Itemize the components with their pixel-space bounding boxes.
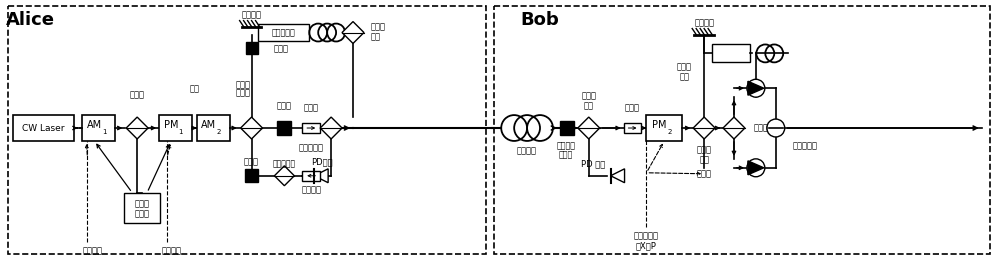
Polygon shape bbox=[693, 117, 715, 139]
Text: 动态偏振: 动态偏振 bbox=[556, 141, 575, 150]
Polygon shape bbox=[578, 117, 600, 139]
Text: AM: AM bbox=[201, 120, 216, 130]
Text: 2: 2 bbox=[217, 129, 221, 135]
Text: 零差检测器: 零差检测器 bbox=[793, 141, 818, 150]
Polygon shape bbox=[611, 169, 625, 183]
Text: 法拉第镜: 法拉第镜 bbox=[694, 18, 714, 27]
Text: 偏振分: 偏振分 bbox=[697, 145, 712, 154]
Text: 随机选择测: 随机选择测 bbox=[634, 231, 659, 240]
Circle shape bbox=[767, 119, 785, 137]
Bar bbox=[712, 45, 750, 62]
Bar bbox=[494, 6, 990, 254]
Bar bbox=[159, 115, 192, 141]
Text: 延时器: 延时器 bbox=[677, 63, 692, 72]
Text: CW Laser: CW Laser bbox=[22, 123, 65, 133]
Text: Bob: Bob bbox=[521, 10, 559, 29]
Bar bbox=[8, 6, 486, 254]
Polygon shape bbox=[274, 166, 294, 186]
Text: 可调延迟线: 可调延迟线 bbox=[272, 28, 295, 37]
Text: 信号: 信号 bbox=[189, 85, 199, 94]
Text: 隔离器: 隔离器 bbox=[304, 104, 319, 113]
Bar bbox=[560, 121, 574, 135]
Bar bbox=[302, 123, 320, 133]
Text: 1: 1 bbox=[102, 129, 107, 135]
Text: 高斯调制: 高斯调制 bbox=[162, 246, 182, 255]
Bar bbox=[245, 169, 258, 182]
Text: 法拉第镜: 法拉第镜 bbox=[242, 10, 262, 19]
Text: 2: 2 bbox=[667, 129, 672, 135]
Bar bbox=[302, 171, 320, 181]
Text: 1: 1 bbox=[179, 129, 183, 135]
Text: 衰减器: 衰减器 bbox=[273, 44, 288, 53]
Polygon shape bbox=[342, 21, 364, 43]
Text: 偏置点: 偏置点 bbox=[135, 199, 150, 208]
Bar bbox=[124, 193, 160, 222]
Text: 分束器: 分束器 bbox=[236, 89, 251, 98]
Text: 分束器: 分束器 bbox=[754, 123, 769, 133]
Bar bbox=[197, 115, 230, 141]
Polygon shape bbox=[126, 117, 148, 139]
Text: 控制器: 控制器 bbox=[559, 150, 573, 159]
Text: AM: AM bbox=[87, 120, 102, 130]
Text: PM: PM bbox=[652, 120, 667, 130]
Circle shape bbox=[747, 159, 765, 177]
Text: 束器: 束器 bbox=[584, 102, 594, 111]
Text: 偏振分: 偏振分 bbox=[371, 22, 386, 31]
Text: 衰减器: 衰减器 bbox=[277, 102, 292, 111]
Text: 偏振分: 偏振分 bbox=[581, 92, 596, 101]
Text: 光纤信道: 光纤信道 bbox=[517, 146, 537, 155]
Text: 束器: 束器 bbox=[699, 155, 709, 164]
Bar bbox=[277, 121, 291, 135]
Text: 控制器: 控制器 bbox=[135, 209, 150, 218]
Bar bbox=[624, 123, 641, 133]
Text: 偏振分束器: 偏振分束器 bbox=[299, 143, 324, 152]
Bar bbox=[13, 115, 74, 141]
Text: 信号光: 信号光 bbox=[697, 169, 712, 178]
Circle shape bbox=[747, 79, 765, 97]
Text: 本振信号: 本振信号 bbox=[301, 185, 321, 194]
Bar bbox=[246, 42, 258, 54]
Text: 脉冲调制: 脉冲调制 bbox=[82, 246, 102, 255]
Bar bbox=[258, 24, 309, 41]
Text: PD 检测: PD 检测 bbox=[581, 159, 605, 168]
Polygon shape bbox=[241, 117, 262, 139]
Text: PD检测: PD检测 bbox=[311, 157, 333, 166]
Text: 束器: 束器 bbox=[371, 32, 381, 41]
Polygon shape bbox=[320, 117, 342, 139]
Text: Alice: Alice bbox=[6, 10, 55, 29]
Text: 衰减器: 衰减器 bbox=[244, 157, 259, 166]
Text: 分束器: 分束器 bbox=[130, 91, 145, 100]
Polygon shape bbox=[314, 169, 328, 183]
Polygon shape bbox=[748, 81, 764, 95]
Polygon shape bbox=[723, 117, 745, 139]
Text: 偏振分束器: 偏振分束器 bbox=[273, 159, 296, 168]
Text: 量X或P: 量X或P bbox=[636, 241, 657, 250]
Text: 隔离器: 隔离器 bbox=[625, 104, 640, 113]
Text: PM: PM bbox=[164, 120, 178, 130]
Bar bbox=[82, 115, 115, 141]
Bar bbox=[646, 115, 682, 141]
Text: 延时器: 延时器 bbox=[236, 81, 251, 90]
Polygon shape bbox=[748, 161, 764, 175]
Text: 本振: 本振 bbox=[679, 73, 689, 82]
